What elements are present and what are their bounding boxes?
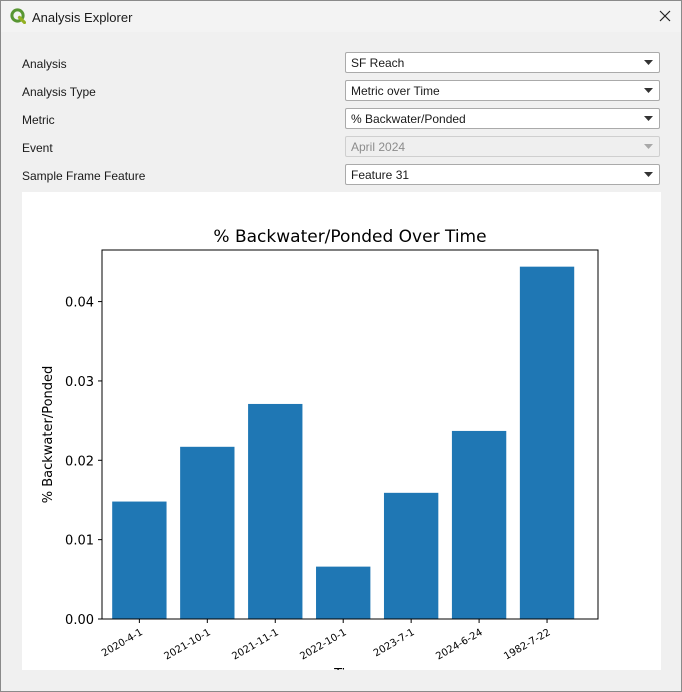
x-tick-label: 2021-10-1 [162,627,212,662]
y-tick-label: 0.04 [65,296,94,311]
analysis-label: Analysis [22,57,67,71]
qgis-logo-icon [10,8,26,24]
x-tick-label: 2023-7-1 [372,627,417,659]
bar-2024-6-24 [451,430,507,619]
analysis-value: SF Reach [351,56,405,70]
x-tick-label: 1982-7-22 [502,627,552,662]
analysis-dropdown[interactable]: SF Reach [345,52,660,73]
y-tick-label: 0.03 [65,375,94,390]
x-tick-label: 2021-11-1 [230,627,280,662]
window-title: Analysis Explorer [32,10,133,25]
title-bar: Analysis Explorer [1,1,681,32]
chevron-down-icon [644,144,653,149]
bar-chart: % Backwater/Ponded Over Time 0.00 0.01 0.02… [41,227,599,670]
chart-title: % Backwater/Ponded Over Time [213,227,486,247]
y-tick-label: 0.02 [65,454,94,469]
x-tick-label: 2022-10-1 [298,627,348,662]
chart-panel: % Backwater/Ponded Over Time 0.00 0.01 0.02… [22,192,661,670]
chevron-down-icon [644,116,653,121]
y-tick-label: 0.01 [65,534,94,549]
y-tick-label: 0.00 [65,613,94,628]
chevron-down-icon [644,60,653,65]
close-button[interactable] [649,1,681,32]
close-icon [659,10,671,22]
y-axis-label: % Backwater/Ponded [41,366,56,504]
metric-label: Metric [22,113,55,127]
bar-2021-11-1 [248,403,303,619]
chevron-down-icon [644,172,653,177]
x-tick-label: 2020-4-1 [100,627,145,659]
sample-frame-feature-label: Sample Frame Feature [22,169,146,183]
analysis-type-dropdown[interactable]: Metric over Time [345,80,660,101]
chevron-down-icon [644,88,653,93]
analysis-type-value: Metric over Time [351,84,440,98]
sample-frame-feature-dropdown[interactable]: Feature 31 [345,164,660,185]
event-value: April 2024 [351,140,406,154]
bar-2023-7-1 [383,492,439,619]
metric-dropdown[interactable]: % Backwater/Ponded [345,108,660,129]
event-dropdown: April 2024 [345,136,660,157]
x-tick-label: 2024-6-24 [434,627,484,662]
bar-2021-10-1 [180,446,235,619]
sample-frame-feature-value: Feature 31 [351,168,410,182]
bar-2020-4-1 [112,501,167,619]
plot-frame [101,249,599,620]
x-axis-label: Time [333,667,366,670]
bar-1982-7-22 [519,266,575,619]
analysis-type-label: Analysis Type [22,85,96,99]
metric-value: % Backwater/Ponded [351,112,466,126]
bar-2022-10-1 [316,566,371,619]
event-label: Event [22,141,53,155]
